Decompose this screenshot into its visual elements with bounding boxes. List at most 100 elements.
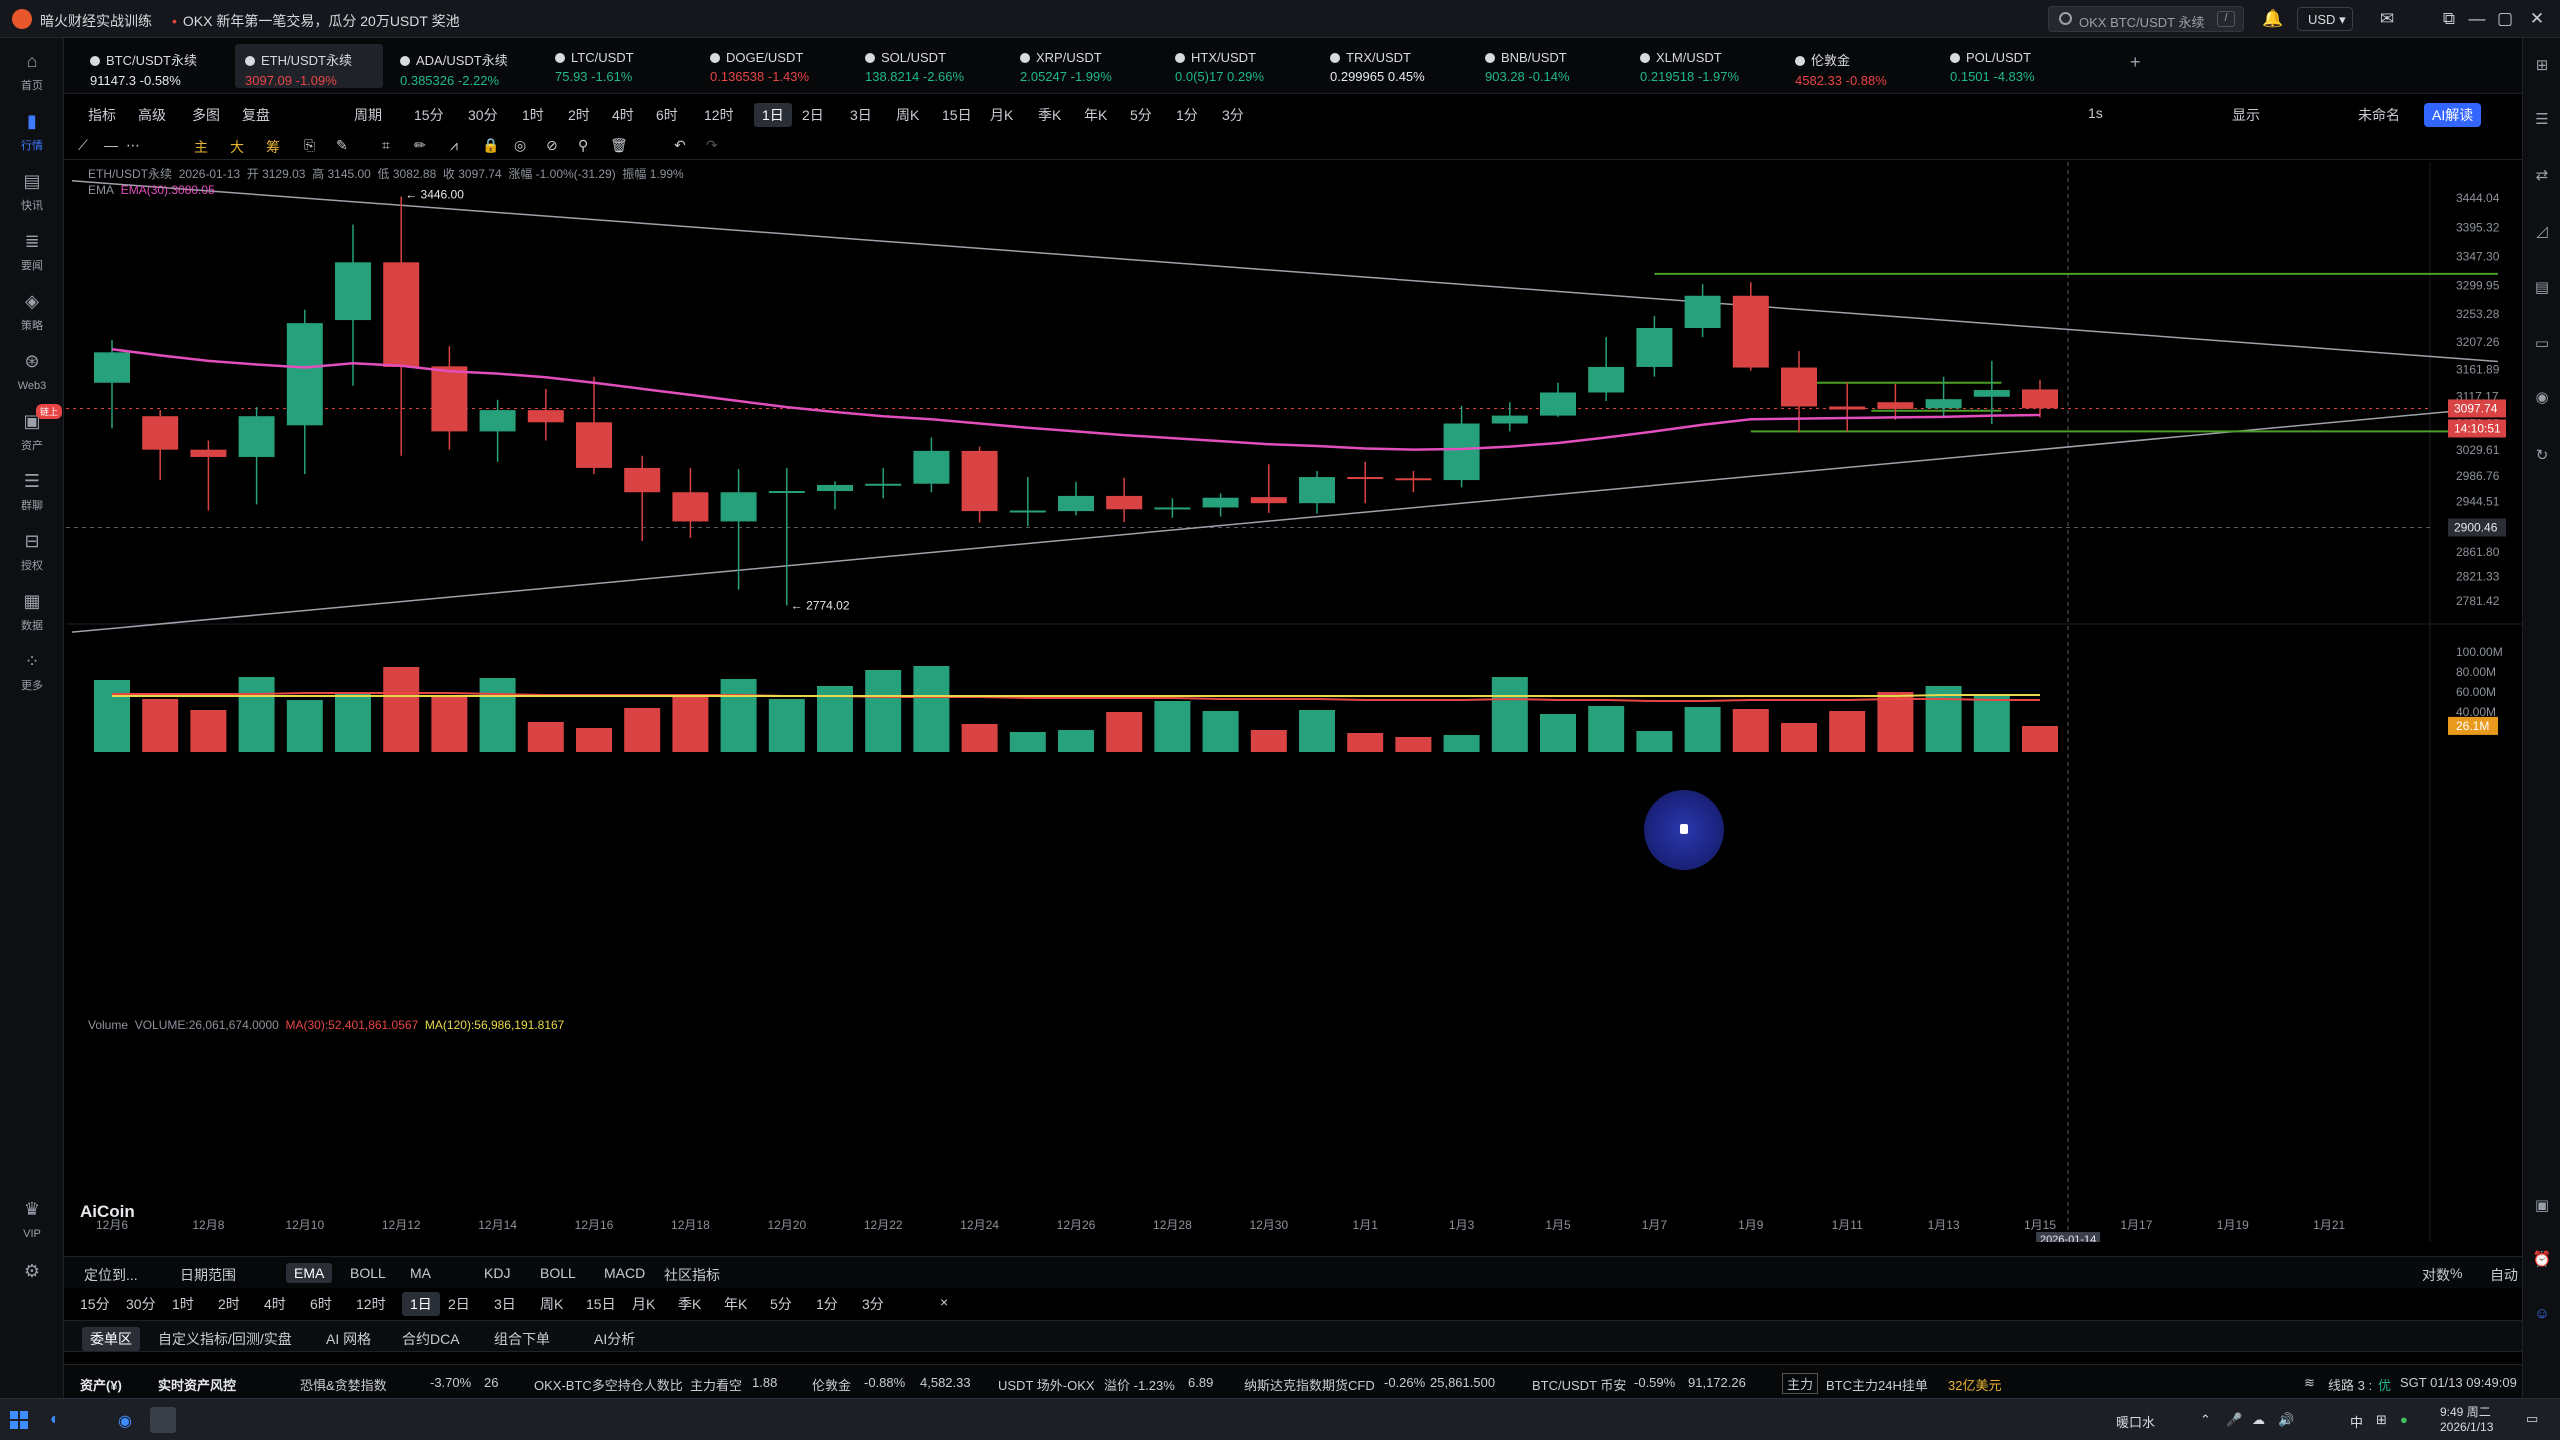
history-icon[interactable]: ↻ [2535,447,2549,464]
alert-icon[interactable]: ⏰ [2532,1251,2552,1268]
okx-ratio-label[interactable]: OKX-BTC多空持仓人数比 [534,1378,683,1393]
period-tab[interactable]: 4时 [264,1296,286,1312]
toolbar-item[interactable]: 指标 [88,107,116,123]
minimize-icon[interactable]: — [2468,9,2486,28]
ticker-1[interactable]: ETH/USDT永续 3097.09 -1.09% [235,44,383,88]
period-tab[interactable]: 5分 [770,1296,792,1312]
large-order-toggle[interactable]: 大 [230,139,244,155]
maximize-icon[interactable]: ▢ [2496,9,2514,28]
candle[interactable] [1540,382,1576,417]
windows-start-icon[interactable] [10,1411,28,1429]
nav-item-首页[interactable]: ⌂ 首页 [0,38,64,98]
trash-icon[interactable]: 🗑 [610,137,628,153]
toolbar-item[interactable]: 12时 [704,107,734,123]
volume-icon[interactable]: 🔊 [2278,1412,2295,1427]
period-tab[interactable]: 15分 [80,1296,110,1312]
toolbar-item[interactable]: 4时 [612,107,634,123]
usdt-otc-label[interactable]: USDT 场外-OKX [998,1378,1095,1393]
candle[interactable] [1106,477,1143,523]
period-tab[interactable]: 2日 [448,1296,470,1312]
edge-browser-icon[interactable]: ◐ [50,1411,60,1428]
trendline[interactable] [71,406,2498,633]
toolbar-item[interactable]: 周K [896,107,920,123]
candle[interactable] [1491,402,1528,432]
candle[interactable] [238,407,275,505]
toolbar-item[interactable]: 高级 [138,107,166,123]
ticker-5[interactable]: SOL/USDT 138.8214 -2.66% [855,44,1003,88]
toolbar-item[interactable]: 2日 [802,107,824,123]
period-tab[interactable]: 1时 [172,1296,194,1312]
search-input[interactable]: OKX BTC/USDT 永续 / [2048,6,2244,32]
period-tab[interactable]: 15日 [586,1296,616,1312]
candle[interactable] [142,410,179,481]
candle[interactable] [335,224,371,386]
bot-icon[interactable]: ◉ [2535,389,2549,406]
toolbar-item[interactable]: 3分 [1222,107,1244,123]
candle[interactable] [624,455,661,541]
nav-item-群聊[interactable]: ☰ 群聊 [0,458,64,518]
candle[interactable] [1925,376,1962,417]
ticker-7[interactable]: HTX/USDT 0.0(5)17 0.29% [1165,44,1313,88]
toolbar-item[interactable]: 1分 [1176,107,1198,123]
nav-item-行情[interactable]: ▮ 行情 [0,98,64,158]
indicator-tab[interactable]: MA [410,1265,431,1281]
nav-item-快讯[interactable]: ▤ 快讯 [0,158,64,218]
nav-item-更多[interactable]: ⁘ 更多 [0,638,64,698]
toolbar-item[interactable]: 2时 [568,107,590,123]
candle[interactable] [1684,284,1721,338]
toolbar-right-item[interactable]: 未命名 [2358,107,2400,123]
toolbar-item[interactable]: 30分 [468,107,498,123]
candlestick-chart[interactable]: 3444.04 3395.32 3347.30 3299.95 3253.28 3207.… [66,162,2522,1242]
candle[interactable] [768,467,805,606]
promo-notice[interactable]: OKX 新年第一笔交易，瓜分 20万USDT 奖池 [172,11,460,31]
tray-chevron-icon[interactable]: ⌃ [2200,1412,2211,1427]
ticker-6[interactable]: XRP/USDT 2.05247 -1.99% [1010,44,1158,88]
period-tab[interactable]: 1日 [402,1292,440,1316]
candle[interactable] [1636,315,1673,377]
candle[interactable] [286,309,323,474]
currency-select[interactable]: USD ▾ [2297,7,2353,31]
toolbar-item[interactable]: 5分 [1130,107,1152,123]
line-label[interactable]: 线路 3 : [2328,1378,2373,1393]
period-tab[interactable]: 月K [632,1296,656,1312]
pattern-icon[interactable]: ⩘ [450,137,458,153]
trade-icon[interactable]: ⇄ [2535,167,2549,184]
hline-tool-icon[interactable]: — [104,137,118,153]
chip-toggle[interactable]: 筹 [266,139,280,155]
candle[interactable] [1009,477,1046,527]
candle[interactable] [913,437,950,493]
nav-item-数据[interactable]: ▦ 数据 [0,578,64,638]
toolbar-item[interactable]: 月K [990,107,1014,123]
candle[interactable] [190,440,227,511]
scale-toggle[interactable]: % [2450,1265,2463,1281]
scale-toggle[interactable]: 自动 [2490,1267,2518,1283]
candle[interactable] [2022,379,2058,418]
candle[interactable] [1877,383,1914,420]
support-icon[interactable]: ☺ [2534,1305,2550,1322]
asset-label[interactable]: 资产(¥) [80,1378,122,1393]
candle[interactable] [1588,337,1625,401]
indicator-tab[interactable]: 定位到... [84,1267,138,1283]
close-icon[interactable]: ✕ [2529,9,2545,28]
lock-icon[interactable]: 🔒 [482,137,500,153]
period-tab[interactable]: 6时 [310,1296,332,1312]
toolbar-item[interactable]: 15分 [414,107,444,123]
period-tab[interactable]: 年K [724,1296,748,1312]
ime-mode-icon[interactable]: ⊞ [2376,1412,2387,1427]
indicator-tab[interactable]: KDJ [484,1265,511,1281]
candle[interactable] [672,467,709,538]
toolbar-item[interactable]: 15日 [942,107,972,123]
fear-label[interactable]: 恐惧&贪婪指数 [300,1378,387,1393]
candle[interactable] [1732,282,1769,371]
nav-item-settings[interactable]: ⚙ [0,1248,64,1308]
indicator-tab[interactable]: 社区指标 [664,1267,720,1283]
toolbar-item[interactable]: 复盘 [242,107,270,123]
candle[interactable] [94,340,130,429]
nav-item-Web3[interactable]: ⊛ Web3 [0,338,64,398]
crop-icon[interactable]: ⌗ [382,137,390,153]
toolbar-item[interactable]: 多图 [192,107,220,123]
period-tab[interactable]: 2时 [218,1296,240,1312]
toolbar-item[interactable]: 周期 [354,107,382,123]
mic-icon[interactable]: 🎤 [2226,1412,2243,1427]
nav-item-要闻[interactable]: ≣ 要闻 [0,218,64,278]
